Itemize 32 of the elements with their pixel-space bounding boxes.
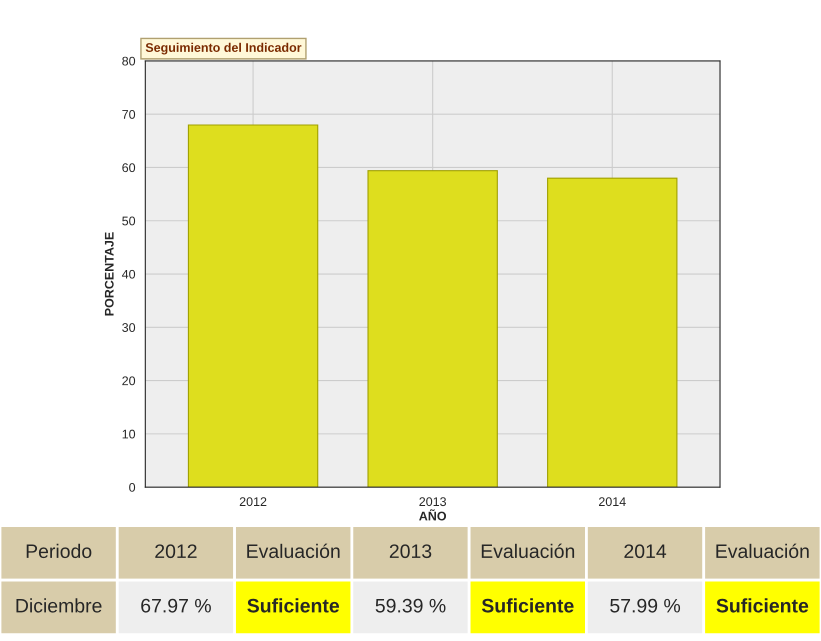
y-axis-title: PORCENTAJE	[104, 232, 114, 316]
text: Suficiente	[482, 598, 574, 613]
y-tick-label: 60	[122, 163, 136, 172]
bar	[367, 170, 498, 488]
bar	[188, 124, 318, 488]
data-label: 59.39 %	[376, 598, 446, 613]
bar	[547, 178, 678, 488]
chart-title: Seguimiento del Indicador	[146, 42, 302, 54]
text: Evaluación	[716, 544, 809, 558]
y-tick-label: 80	[122, 56, 136, 66]
y-tick-label: 20	[122, 376, 136, 386]
y-tick-label: 70	[122, 110, 136, 119]
x-axis-title: AÑO	[419, 509, 446, 520]
x-tick-label: 2012	[240, 497, 266, 506]
category-label: 2014	[624, 544, 666, 558]
y-tick-label: 40	[122, 270, 136, 279]
y-tick-label: 10	[122, 430, 136, 439]
category-label: 2013	[390, 544, 432, 558]
data-label: 57.99 %	[610, 598, 680, 613]
y-tick-label: 30	[122, 323, 136, 332]
x-tick-label: 2014	[598, 497, 626, 506]
text: Evaluación	[482, 544, 574, 558]
y-tick-label: 0	[129, 482, 136, 492]
text: Evaluación	[247, 544, 340, 558]
y-tick-label: 50	[122, 216, 136, 226]
text: Diciembre	[16, 598, 102, 613]
data-label: 67.97 %	[141, 598, 211, 613]
text: Periodo	[26, 544, 92, 558]
text: Suficiente	[716, 598, 808, 613]
category-label: 2012	[155, 544, 197, 558]
x-tick-label: 2013	[419, 497, 446, 506]
text: Suficiente	[247, 598, 340, 613]
